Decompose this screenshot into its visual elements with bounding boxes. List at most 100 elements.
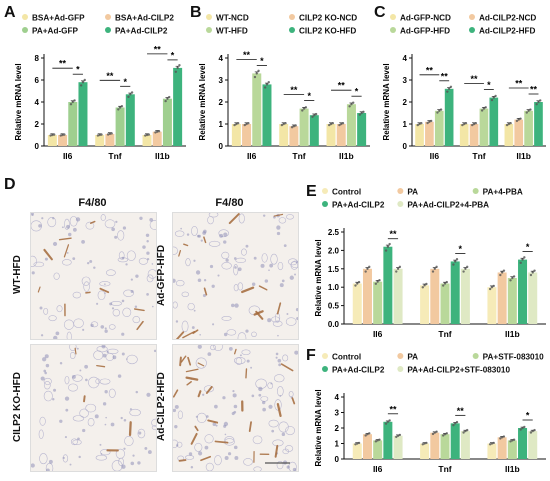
nucleus-dot: [120, 416, 123, 420]
y-tick-label: 2: [219, 98, 224, 107]
y-tick-label: 2: [403, 98, 408, 107]
legend-swatch: [390, 27, 396, 33]
f480-stain: [179, 356, 182, 367]
nucleus-dot: [286, 313, 289, 315]
data-point: [235, 122, 238, 126]
data-point: [523, 425, 526, 429]
data-point: [356, 282, 359, 285]
f480-stain: [187, 356, 192, 366]
legend-swatch: [322, 353, 328, 359]
legend-swatch: [105, 14, 111, 20]
data-point: [376, 439, 379, 442]
nucleus: [85, 403, 97, 413]
y-tick-label: 4: [35, 98, 40, 107]
y-tick-label: 3: [403, 76, 408, 85]
data-point: [243, 123, 246, 127]
f480-stain: [228, 213, 240, 225]
bar: [430, 432, 440, 459]
data-point: [368, 265, 371, 269]
bar: [534, 102, 543, 146]
nucleus-dot: [214, 404, 218, 409]
y-tick-label: 2.5: [328, 228, 340, 237]
nucleus-dot: [64, 436, 67, 439]
nucleus-dot: [75, 217, 81, 222]
significance-label: *: [76, 65, 80, 75]
x-tick-label: Tnf: [292, 151, 305, 161]
legend-label: PA+Ad-GFP: [32, 27, 79, 36]
nucleus-dot: [68, 232, 72, 237]
data-point: [350, 103, 353, 106]
tissue-background: [31, 213, 156, 339]
nucleus-dot: [82, 328, 85, 331]
data-point: [420, 122, 423, 125]
significance-label: *: [487, 80, 491, 90]
nucleus: [214, 455, 222, 466]
significance-label: **: [457, 406, 465, 416]
nucleus: [278, 217, 287, 224]
data-point: [314, 112, 318, 116]
nucleus: [177, 410, 183, 420]
nucleus: [205, 462, 214, 471]
data-point: [294, 124, 297, 127]
data-point: [356, 442, 359, 445]
nucleus: [253, 466, 262, 471]
x-tick-label: Il6: [247, 151, 257, 161]
nucleus-dot: [222, 396, 226, 400]
nucleus-dot: [202, 293, 207, 298]
data-point: [507, 122, 511, 126]
f480-stain: [178, 250, 182, 257]
nucleus-dot: [104, 329, 108, 333]
f480-stain: [83, 395, 86, 403]
nucleus-dot: [186, 233, 190, 236]
data-point: [512, 438, 516, 441]
nucleus-dot: [279, 395, 282, 397]
nucleus-dot: [268, 404, 273, 409]
data-point: [484, 106, 487, 109]
nucleus-dot: [205, 415, 209, 418]
y-tick-label: 3: [335, 409, 340, 418]
data-point: [494, 94, 497, 98]
legend-label: Control: [332, 188, 361, 197]
data-point: [360, 111, 363, 115]
legend-label: PA+Ad-CILP2+STF-083010: [407, 366, 510, 375]
y-tick-label: 3: [219, 76, 224, 85]
data-point: [368, 432, 371, 435]
data-point: [490, 98, 494, 102]
significance-label: *: [260, 56, 264, 66]
nucleus-dot: [104, 283, 106, 286]
x-tick-label: Tnf: [472, 151, 485, 161]
significance-label: **: [290, 85, 298, 95]
data-point: [490, 286, 494, 289]
data-point: [438, 109, 441, 113]
data-point: [329, 122, 333, 126]
data-point: [301, 109, 304, 112]
data-point: [531, 429, 534, 433]
significance-label: **: [338, 81, 346, 91]
nucleus-dot: [207, 352, 212, 356]
y-tick-label: 4: [219, 54, 224, 63]
legend-swatch: [472, 188, 479, 194]
data-point: [364, 270, 367, 273]
nucleus-dot: [139, 216, 143, 220]
y-tick-label: 8: [35, 54, 40, 63]
nucleus: [100, 214, 106, 221]
bar: [487, 443, 497, 459]
nucleus-dot: [273, 215, 276, 219]
y-tick-label: 0: [403, 142, 408, 151]
data-point: [178, 63, 181, 67]
nucleus-dot: [224, 456, 229, 460]
legend-label: CILP2 KO-NCD: [299, 14, 357, 23]
f480-stain: [214, 440, 229, 444]
nucleus: [221, 316, 232, 321]
nucleus-dot: [104, 327, 107, 330]
data-point: [120, 104, 124, 108]
nucleus: [39, 416, 46, 426]
nucleus-dot: [48, 459, 53, 464]
nucleus: [31, 255, 37, 267]
bar: [425, 121, 434, 146]
nucleus: [185, 258, 191, 267]
x-tick-label: Tnf: [438, 329, 451, 339]
nucleus: [181, 320, 189, 333]
data-point: [81, 81, 85, 84]
nucleus: [104, 219, 116, 229]
